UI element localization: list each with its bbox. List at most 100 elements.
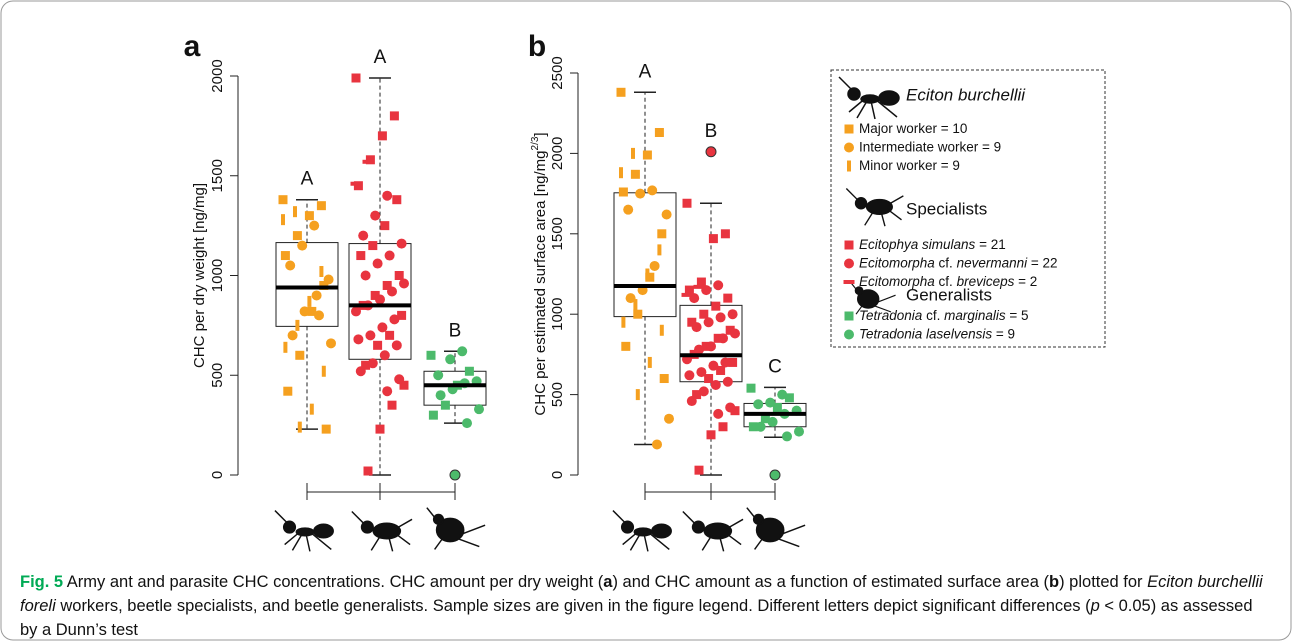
point (686, 396, 697, 407)
point (687, 317, 697, 327)
y-tick-label: 2000 (209, 59, 226, 92)
point (380, 221, 390, 231)
point (777, 389, 788, 400)
point (657, 229, 667, 239)
point (474, 404, 484, 415)
point (281, 214, 285, 226)
legend-entry-part: Intermediate worker = 9 (859, 139, 1001, 154)
point (358, 230, 369, 241)
significance-letter: A (301, 169, 314, 190)
point (755, 421, 766, 432)
point (725, 325, 735, 335)
legend-entry-part: cf. (922, 308, 944, 323)
point (694, 465, 704, 475)
point (321, 424, 331, 434)
point (684, 285, 694, 295)
legend-marker (844, 124, 854, 134)
point (399, 380, 409, 390)
point (285, 260, 296, 271)
point (379, 350, 390, 361)
caption-part: ) and CHC amount as a function of estima… (612, 573, 1049, 591)
point (715, 312, 726, 323)
legend-box (830, 69, 1106, 348)
y-axis-label-end: ] (532, 132, 549, 136)
point (373, 340, 383, 350)
point (696, 367, 707, 378)
y-tick-label: 0 (209, 471, 226, 479)
group-icon (682, 510, 744, 553)
point (360, 270, 371, 281)
point (725, 402, 736, 413)
caption-part: Fig. 5 (20, 573, 64, 591)
legend-entry-part: = 21 (975, 237, 1005, 252)
point (765, 397, 776, 408)
point (387, 400, 397, 410)
point (440, 400, 450, 410)
significance-letter: A (374, 47, 387, 68)
outlier (705, 146, 717, 158)
significance-letter: B (705, 121, 718, 142)
point (720, 229, 730, 239)
point (351, 73, 361, 83)
y-tick-label: 1500 (549, 217, 566, 250)
legend-entry-part: = 22 (1027, 255, 1057, 270)
legend-entry: Tetradonia laselvensis = 9 (859, 326, 1015, 341)
point (621, 341, 631, 351)
point (718, 333, 728, 344)
point (297, 240, 308, 251)
legend-entry-part: = 9 (992, 326, 1015, 341)
point (635, 389, 640, 401)
caption-part: b (1049, 573, 1060, 591)
point (370, 290, 380, 300)
legend-marker (844, 258, 854, 269)
point (457, 346, 468, 357)
point (351, 306, 361, 317)
significance-letter: B (449, 320, 462, 341)
legend-entry-part: Major worker = 10 (859, 121, 967, 136)
point (326, 338, 336, 349)
panel-label: b (528, 30, 546, 63)
caption-part: < 0.05) as assessed by a Dunn’s test (20, 597, 1253, 639)
y-tick-label: 1000 (209, 259, 226, 292)
box (423, 370, 487, 406)
point (681, 292, 693, 297)
point (625, 293, 636, 304)
point (691, 322, 702, 333)
point (722, 376, 733, 387)
point (633, 309, 643, 319)
y-tick-label: 1500 (209, 159, 226, 192)
point (309, 220, 320, 231)
point (445, 354, 456, 365)
point (718, 422, 728, 432)
legend-entry-part: nevermanni (957, 255, 1029, 270)
caption-part: workers, beetle specialists, and beetle … (55, 597, 1091, 615)
point (392, 195, 402, 205)
point (699, 309, 709, 319)
point (375, 424, 385, 434)
point (309, 403, 314, 415)
point (292, 231, 302, 241)
point (753, 399, 764, 410)
group-icon (746, 506, 806, 551)
point (621, 316, 626, 328)
legend-entry-part: Minor worker = 9 (859, 158, 960, 173)
point (652, 439, 662, 450)
point (664, 413, 674, 424)
point (377, 131, 387, 141)
point (464, 366, 474, 376)
caption-part: p (1090, 597, 1100, 615)
legend-entry: Ecitomorpha cf. breviceps = 2 (859, 274, 1037, 289)
point (794, 426, 804, 437)
point (389, 111, 399, 121)
point (319, 266, 324, 278)
point (659, 324, 664, 336)
point (692, 390, 702, 400)
group-icon (426, 506, 486, 551)
legend-marker (844, 329, 854, 340)
point (384, 250, 395, 261)
legend-icon (845, 187, 905, 227)
point (283, 341, 288, 353)
panel-label: a (184, 30, 201, 63)
